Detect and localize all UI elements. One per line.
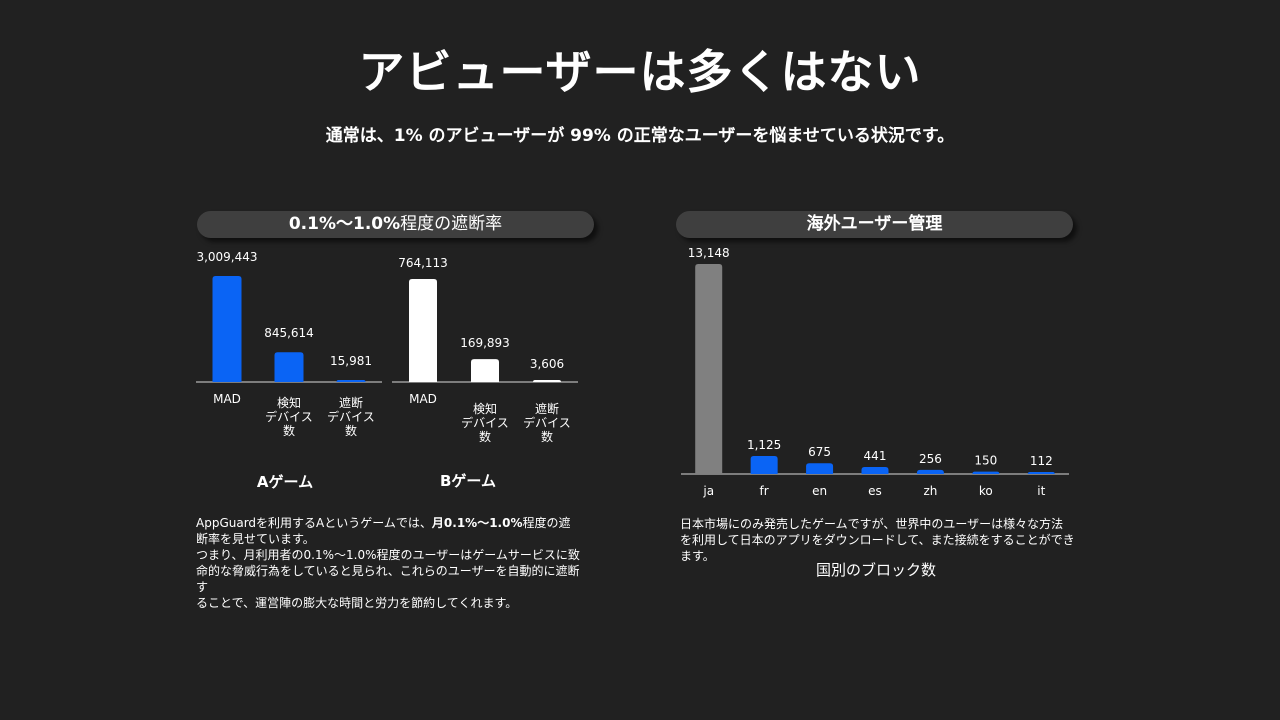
- country-bar-3: [861, 466, 889, 474]
- country-value-label-4: 256: [919, 452, 942, 466]
- game-a-category-label-0: MAD: [213, 392, 241, 406]
- country-category-label-4: zh: [923, 484, 937, 498]
- desc-line-4: 命的な脅威行為をしていると見られ、これらのユーザーを自動的に遮断す: [196, 564, 580, 594]
- game-a-bar-0: [212, 276, 242, 382]
- game-b-category-label-1: 検知デバイス数: [461, 402, 509, 444]
- left-heading-bold: 0.1%～1.0%: [288, 214, 401, 234]
- country-bar-2: [806, 463, 834, 474]
- page-subtitle: 通常は、1% のアビューザーが 99% の正常なユーザーを悩ませている状況です。: [325, 126, 955, 146]
- country-bar-1: [750, 456, 778, 474]
- game-a-value-label-1: 845,614: [264, 326, 314, 340]
- country-bar-0: [695, 264, 723, 474]
- country-category-label-5: ko: [979, 484, 993, 498]
- game-a-bar-2: [336, 380, 366, 382]
- right-desc-line-1: 日本市場にのみ発売したゲームですが、世界中のユーザーは様々な方法: [680, 517, 1064, 531]
- country-bar-4: [916, 469, 944, 474]
- game-a-category-label-1: 検知デバイス数: [265, 396, 313, 438]
- game-a-category-label-2: 遮断デバイス数: [327, 395, 375, 438]
- page-title: アビューザーは多くはない: [358, 45, 922, 99]
- game-b-bar-0: [409, 279, 437, 382]
- left-description: AppGuardを利用するAというゲームでは、月0.1%～1.0%程度の遮 断率…: [196, 515, 586, 611]
- game-b-category-label-2: 遮断デバイス数: [523, 401, 571, 444]
- game-b-value-label-2: 3,606: [530, 357, 564, 371]
- country-bar-6: [1027, 472, 1055, 474]
- country-value-label-0: 13,148: [688, 246, 730, 260]
- game-b-bar-1: [471, 359, 499, 382]
- country-chart-caption: 国別のブロック数: [815, 561, 936, 579]
- game-a-value-label-0: 3,009,443: [196, 250, 257, 264]
- game-b-category-label-0: MAD: [409, 392, 437, 406]
- desc-line-1a: AppGuardを利用するAというゲームでは、: [196, 516, 432, 530]
- desc-line-5: ることで、運営陣の膨大な時間と労力を節約してくれます。: [196, 596, 518, 610]
- country-category-label-1: fr: [760, 484, 769, 498]
- desc-line-2: 断率を見せています。: [196, 532, 315, 546]
- game-a-label: Aゲーム: [256, 473, 314, 491]
- country-category-label-0: ja: [702, 484, 714, 498]
- country-value-label-3: 441: [864, 449, 887, 463]
- desc-line-3: つまり、月利用者の0.1%～1.0%程度のユーザーはゲームサービスに致: [196, 548, 580, 562]
- game-b-label: Bゲーム: [440, 472, 496, 490]
- desc-line-1b: 月0.1%～1.0%: [431, 516, 523, 530]
- right-description: 日本市場にのみ発売したゲームですが、世界中のユーザーは様々な方法 を利用して日本…: [680, 516, 1080, 564]
- game-b-value-label-0: 764,113: [398, 256, 448, 270]
- left-panel-heading: 0.1%～1.0%程度の遮断率: [197, 211, 594, 238]
- country-category-label-6: it: [1037, 484, 1045, 498]
- right-heading-text: 海外ユーザー管理: [806, 214, 943, 234]
- country-bar-5: [972, 471, 1000, 474]
- country-block-bar-chart: 13,148 ja 1,125 fr 675 en 441 es 256 zh 150 ko 112 it: [681, 246, 1069, 498]
- right-desc-line-2: を利用して日本のアプリをダウンロードして、また接続をすることができます。: [680, 533, 1075, 563]
- game-b-bar-2: [533, 380, 561, 382]
- country-category-label-2: en: [812, 484, 827, 498]
- country-category-label-3: es: [868, 484, 882, 498]
- country-value-label-5: 150: [974, 454, 997, 468]
- game-a-bar-1: [274, 352, 304, 382]
- right-panel-heading: 海外ユーザー管理: [676, 211, 1073, 238]
- country-value-label-1: 1,125: [747, 438, 781, 452]
- country-value-label-2: 675: [808, 445, 831, 459]
- left-heading-rest: 程度の遮断率: [400, 214, 503, 234]
- desc-line-1c: 程度の遮: [522, 516, 571, 530]
- game-a-bar-chart: 3,009,443 MAD 845,614 検知デバイス数 15,981 遮断デバイス数: [196, 250, 382, 438]
- game-b-value-label-1: 169,893: [460, 336, 510, 350]
- country-value-label-6: 112: [1030, 454, 1053, 468]
- game-a-value-label-2: 15,981: [330, 354, 372, 368]
- game-b-bar-chart: 764,113 MAD 169,893 検知デバイス数 3,606 遮断デバイス数: [392, 256, 578, 444]
